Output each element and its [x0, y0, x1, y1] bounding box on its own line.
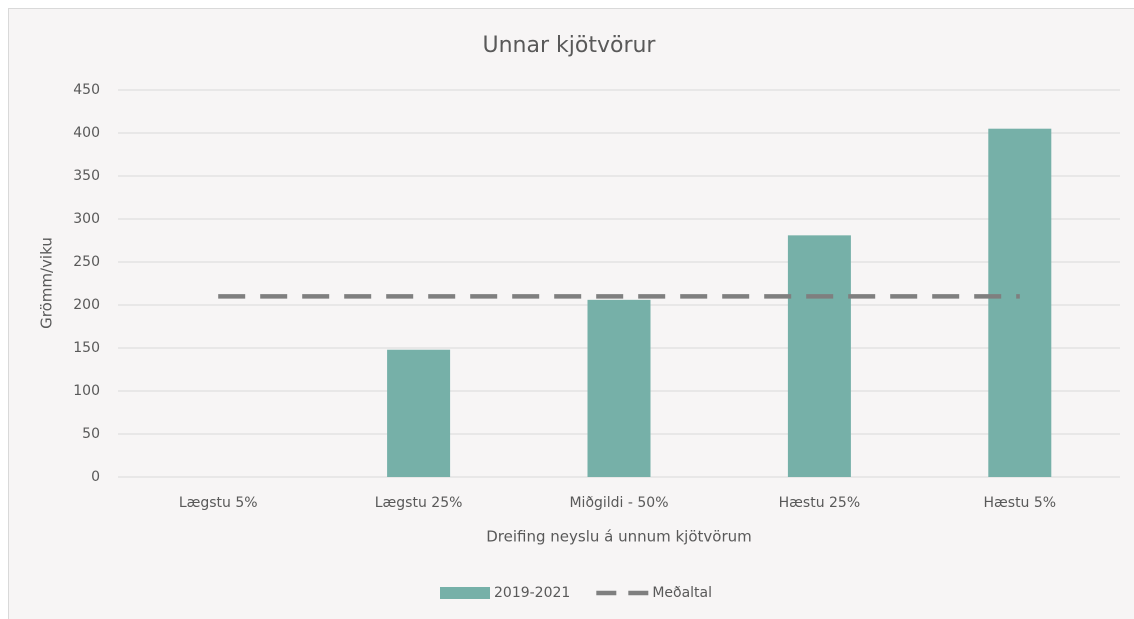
x-tick-label: Miðgildi - 50% — [569, 495, 668, 511]
chart-frame — [8, 8, 1134, 619]
y-tick-label: 50 — [82, 426, 100, 442]
y-tick-label: 250 — [73, 254, 100, 270]
x-axis-label: Dreifing neyslu á unnum kjötvörum — [486, 528, 752, 546]
y-tick-label: 150 — [73, 340, 100, 356]
y-tick-label: 0 — [91, 469, 100, 485]
y-tick-label: 400 — [73, 125, 100, 141]
bar — [787, 235, 851, 477]
bar — [387, 349, 451, 477]
x-tick-label: Hæstu 25% — [779, 495, 861, 511]
y-tick-label: 300 — [73, 211, 100, 227]
x-tick-label: Hæstu 5% — [984, 495, 1057, 511]
y-axis-label: Grömm/viku — [38, 237, 56, 329]
x-tick-label: Lægstu 25% — [375, 495, 463, 511]
y-tick-label: 450 — [73, 82, 100, 98]
y-tick-label: 200 — [73, 297, 100, 313]
x-tick-label: Lægstu 5% — [179, 495, 258, 511]
legend-swatch — [440, 587, 490, 599]
bar — [587, 299, 651, 477]
legend-label: 2019-2021 — [494, 585, 570, 601]
y-tick-label: 100 — [73, 383, 100, 399]
y-tick-label: 350 — [73, 168, 100, 184]
chart-title: Unnar kjötvörur — [483, 33, 657, 58]
bar — [988, 128, 1052, 477]
legend-label: Meðaltal — [652, 585, 712, 601]
